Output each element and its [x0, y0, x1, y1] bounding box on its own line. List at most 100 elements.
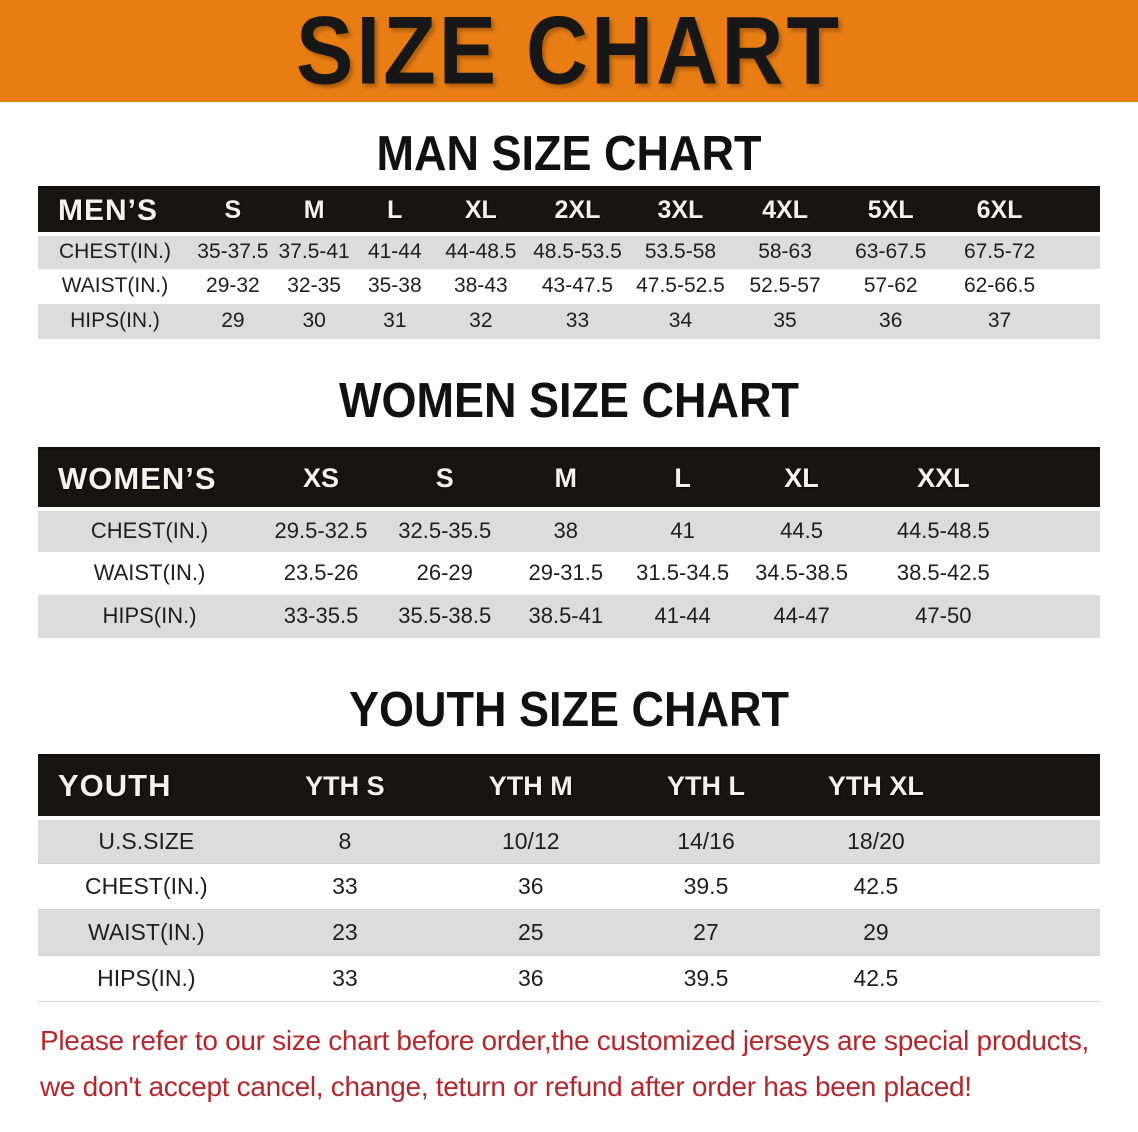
row-label: WAIST(IN.): [38, 909, 255, 957]
women-header-row: WOMEN’S XS S M L XL XXL: [38, 447, 1100, 511]
table-cell: 44.5: [742, 508, 862, 552]
table-cell: 32-35: [273, 268, 355, 304]
table-cell: 33-35.5: [261, 594, 382, 638]
women-size-header: XS: [261, 447, 382, 511]
table-cell: 41-44: [354, 233, 436, 269]
table-cell: 47-50: [861, 594, 1026, 638]
row-label: WAIST(IN.): [38, 551, 262, 595]
men-section-heading: MAN SIZE CHART: [376, 124, 762, 181]
men-waist-row: WAIST(IN.) 29-32 32-35 35-38 38-43 43-47…: [38, 268, 1100, 304]
table-cell: 39.5: [626, 955, 786, 1003]
men-size-header: L: [354, 186, 436, 236]
men-size-header: XL: [435, 186, 527, 236]
women-size-header: L: [623, 447, 743, 511]
men-size-header: 2XL: [526, 186, 629, 236]
row-filler: [1025, 551, 1100, 595]
youth-waist-row: WAIST(IN.) 23 25 27 29: [38, 909, 1100, 957]
youth-size-header: YTH M: [435, 754, 627, 820]
table-cell: 53.5-58: [628, 233, 733, 269]
table-cell: 23.5-26: [261, 551, 382, 595]
youth-chest-row: CHEST(IN.) 33 36 39.5 42.5: [38, 863, 1100, 911]
table-cell: 33: [526, 303, 629, 339]
row-filler: [966, 909, 1100, 957]
table-cell: 52.5-57: [732, 268, 838, 304]
table-cell: 62-66.5: [943, 268, 1056, 304]
youth-size-header: YTH S: [254, 754, 436, 820]
table-cell: 58-63: [732, 233, 838, 269]
men-corner-label: MEN’S: [38, 186, 192, 236]
youth-hips-row: HIPS(IN.) 33 36 39.5 42.5: [38, 955, 1100, 1003]
row-filler: [1025, 594, 1100, 638]
table-cell: 42.5: [785, 955, 967, 1003]
women-header-filler: [1025, 447, 1100, 511]
size-chart-banner: SIZE CHART: [0, 0, 1138, 102]
youth-size-table: YOUTH YTH S YTH M YTH L YTH XL U.S.SIZE …: [38, 754, 1100, 1003]
row-label: HIPS(IN.): [38, 955, 255, 1003]
women-size-header: XL: [742, 447, 862, 511]
table-cell: 36: [435, 863, 627, 911]
table-cell: 37.5-41: [273, 233, 355, 269]
table-cell: 23: [254, 909, 436, 957]
table-cell: 35-38: [354, 268, 436, 304]
men-size-header: 3XL: [628, 186, 733, 236]
men-header-row: MEN’S S M L XL 2XL 3XL 4XL 5XL 6XL: [38, 186, 1100, 236]
youth-size-header: YTH L: [626, 754, 786, 820]
table-cell: 14/16: [626, 817, 786, 865]
table-cell: 41-44: [623, 594, 743, 638]
women-waist-row: WAIST(IN.) 23.5-26 26-29 29-31.5 31.5-34…: [38, 551, 1100, 595]
men-size-header: 4XL: [732, 186, 838, 236]
row-filler: [966, 817, 1100, 865]
men-size-header: M: [273, 186, 355, 236]
row-filler: [1055, 233, 1100, 269]
table-cell: 35: [732, 303, 838, 339]
row-filler: [1055, 268, 1100, 304]
table-cell: 10/12: [435, 817, 627, 865]
table-cell: 33: [254, 955, 436, 1003]
men-size-header: 5XL: [837, 186, 944, 236]
men-hips-row: HIPS(IN.) 29 30 31 32 33 34 35 36 37: [38, 303, 1100, 339]
table-cell: 29: [192, 303, 274, 339]
men-size-table: MEN’S S M L XL 2XL 3XL 4XL 5XL 6XL CHEST…: [38, 186, 1100, 339]
row-label: HIPS(IN.): [38, 594, 262, 638]
row-filler: [1025, 508, 1100, 552]
men-chest-row: CHEST(IN.) 35-37.5 37.5-41 41-44 44-48.5…: [38, 233, 1100, 269]
women-size-table: WOMEN’S XS S M L XL XXL CHEST(IN.) 29.5-…: [38, 447, 1100, 638]
footer-note: Please refer to our size chart before or…: [40, 1018, 1138, 1109]
women-size-header: S: [381, 447, 509, 511]
men-size-header: 6XL: [943, 186, 1056, 236]
table-cell: 42.5: [785, 863, 967, 911]
table-cell: 57-62: [837, 268, 944, 304]
table-cell: 29: [785, 909, 967, 957]
women-chest-row: CHEST(IN.) 29.5-32.5 32.5-35.5 38 41 44.…: [38, 508, 1100, 552]
women-size-header: M: [508, 447, 624, 511]
table-cell: 27: [626, 909, 786, 957]
women-section-heading: WOMEN SIZE CHART: [339, 371, 799, 428]
table-cell: 44-47: [742, 594, 862, 638]
youth-section-heading: YOUTH SIZE CHART: [348, 680, 789, 737]
table-cell: 26-29: [381, 551, 509, 595]
banner-title: SIZE CHART: [296, 0, 842, 105]
table-cell: 29-32: [192, 268, 274, 304]
row-filler: [1055, 303, 1100, 339]
table-cell: 37: [943, 303, 1056, 339]
table-cell: 32.5-35.5: [381, 508, 509, 552]
table-cell: 38.5-41: [508, 594, 624, 638]
table-cell: 35.5-38.5: [381, 594, 509, 638]
table-cell: 48.5-53.5: [526, 233, 629, 269]
row-filler: [966, 863, 1100, 911]
table-cell: 38: [508, 508, 624, 552]
table-cell: 32: [435, 303, 527, 339]
row-label: CHEST(IN.): [38, 863, 255, 911]
women-size-header: XXL: [861, 447, 1026, 511]
youth-header-row: YOUTH YTH S YTH M YTH L YTH XL: [38, 754, 1100, 820]
table-cell: 31.5-34.5: [623, 551, 743, 595]
table-cell: 67.5-72: [943, 233, 1056, 269]
table-cell: 30: [273, 303, 355, 339]
table-cell: 34: [628, 303, 733, 339]
table-cell: 44-48.5: [435, 233, 527, 269]
table-cell: 35-37.5: [192, 233, 274, 269]
table-cell: 41: [623, 508, 743, 552]
row-label: WAIST(IN.): [38, 268, 192, 304]
table-cell: 31: [354, 303, 436, 339]
table-cell: 38.5-42.5: [861, 551, 1026, 595]
